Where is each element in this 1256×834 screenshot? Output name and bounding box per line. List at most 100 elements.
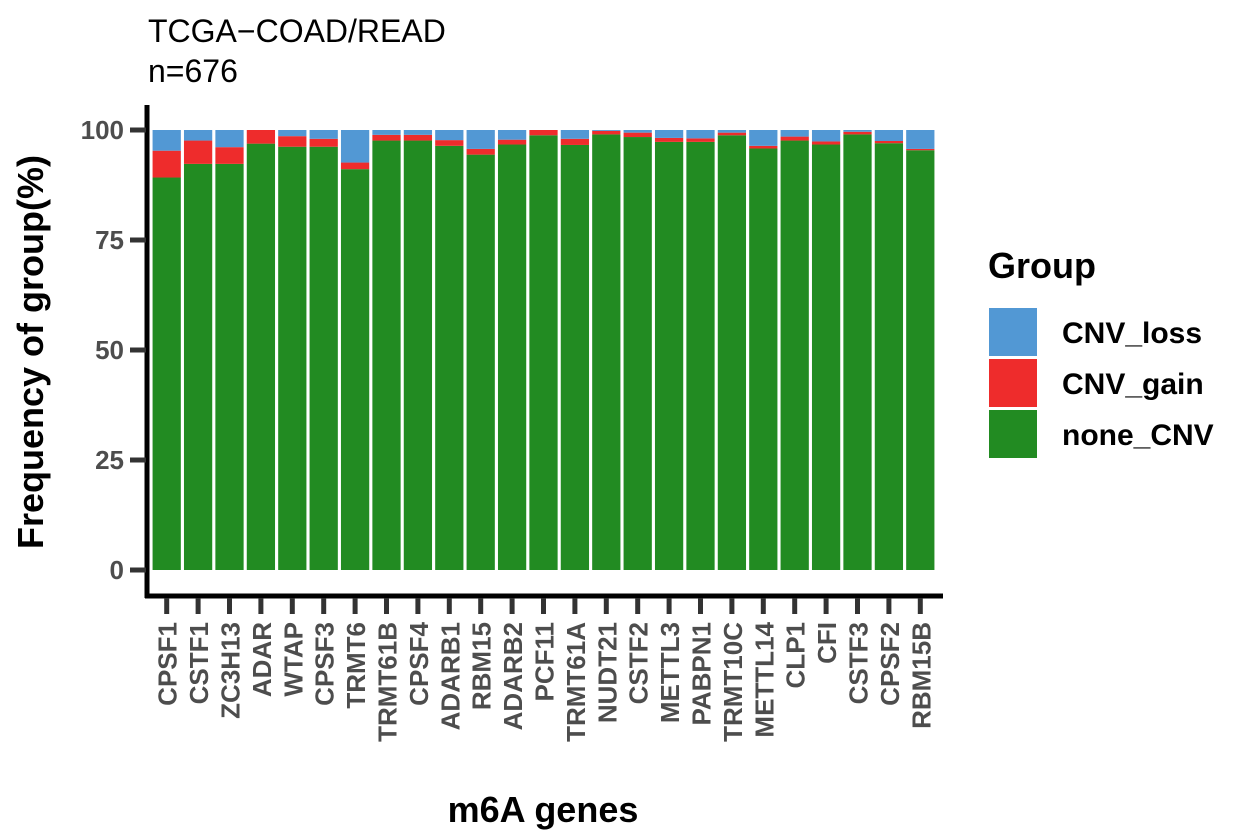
bar-METTL3-CNV_gain — [654, 137, 684, 142]
bar-CPSF2-none_CNV — [874, 143, 904, 570]
bar-CSTF1-none_CNV — [183, 163, 213, 570]
bar-RBM15B-CNV_gain — [906, 148, 935, 151]
x-tick-label: CPSF4 — [404, 621, 434, 705]
legend-swatch-CNV_gain — [989, 359, 1037, 407]
bar-ADARB1-none_CNV — [435, 145, 464, 570]
bar-TRMT61A-none_CNV — [560, 144, 590, 570]
bar-TRMT61B-CNV_gain — [372, 134, 401, 141]
chart-subtitle: n=676 — [148, 53, 238, 89]
bar-CFI-CNV_gain — [811, 141, 841, 145]
x-tick-label: ADAR — [247, 622, 277, 697]
bar-TRMT10C-CNV_loss — [717, 130, 747, 133]
bar-CSTF1-CNV_gain — [183, 140, 213, 164]
bars-group — [152, 130, 935, 571]
bar-TRMT6-CNV_loss — [340, 130, 370, 163]
legend: Group CNV_loss CNV_gain none_CNV — [988, 245, 1214, 458]
bar-TRMT61B-none_CNV — [372, 140, 401, 570]
bar-CPSF3-none_CNV — [309, 146, 338, 570]
x-tick-label: TRMT61A — [561, 622, 591, 742]
y-tick-label: 50 — [95, 335, 124, 365]
bar-CSTF3-none_CNV — [843, 134, 872, 570]
x-tick-label: CSTF1 — [184, 622, 214, 704]
bar-NUDT21-CNV_gain — [592, 130, 621, 135]
x-tick-label: RBM15B — [906, 622, 936, 729]
bar-CSTF3-CNV_loss — [843, 130, 872, 132]
bar-TRMT61B-CNV_loss — [372, 130, 401, 135]
x-tick-label: ADARB1 — [435, 622, 465, 730]
bar-RBM15B-CNV_loss — [906, 130, 935, 149]
bar-PCF11-CNV_gain — [529, 130, 558, 136]
bar-CPSF4-CNV_gain — [403, 134, 433, 141]
chart-title: TCGA−COAD/READ — [148, 13, 446, 49]
legend-swatch-none_CNV — [989, 410, 1037, 458]
bar-CLP1-none_CNV — [780, 140, 809, 570]
x-tick-label: TRMT10C — [718, 622, 748, 742]
x-axis-title: m6A genes — [448, 789, 639, 830]
bar-CLP1-CNV_gain — [780, 136, 809, 141]
bar-CPSF2-CNV_loss — [874, 130, 904, 141]
bar-ADARB2-CNV_loss — [497, 130, 527, 140]
bar-ADARB2-none_CNV — [497, 144, 527, 570]
legend-swatch-CNV_loss — [989, 308, 1037, 356]
bar-METTL3-CNV_loss — [654, 130, 684, 138]
bar-CSTF3-CNV_gain — [843, 131, 872, 135]
bar-TRMT6-none_CNV — [340, 169, 370, 570]
bar-METTL14-CNV_loss — [749, 130, 778, 146]
y-tick-label: 0 — [110, 555, 124, 585]
bar-WTAP-none_CNV — [278, 146, 307, 570]
bar-CLP1-CNV_loss — [780, 130, 809, 137]
bar-RBM15B-none_CNV — [906, 150, 935, 571]
x-tick-label: CSTF3 — [844, 622, 874, 704]
bar-METTL14-none_CNV — [749, 148, 778, 571]
bar-ADARB1-CNV_loss — [435, 130, 464, 141]
bar-ADARB2-CNV_gain — [497, 139, 527, 145]
bar-ZC3H13-CNV_gain — [215, 147, 244, 164]
x-tick-label: TRMT61B — [373, 622, 403, 742]
legend-label-CNV_gain: CNV_gain — [1062, 368, 1204, 401]
y-axis-title: Frequency of group(%) — [10, 155, 51, 549]
bar-ZC3H13-CNV_loss — [215, 130, 244, 148]
bar-PCF11-none_CNV — [529, 135, 558, 570]
bar-CSTF2-CNV_loss — [623, 130, 652, 133]
bar-CSTF1-CNV_loss — [183, 130, 213, 141]
bar-CPSF4-none_CNV — [403, 140, 433, 570]
x-tick-label: PCF11 — [530, 622, 560, 702]
bar-WTAP-CNV_gain — [278, 136, 307, 147]
bar-CFI-none_CNV — [811, 144, 841, 570]
bar-PABPN1-CNV_gain — [686, 138, 715, 142]
legend-label-CNV_loss: CNV_loss — [1062, 317, 1202, 350]
x-tick-label: CSTF2 — [624, 622, 654, 704]
bar-CFI-CNV_loss — [811, 130, 841, 142]
bar-METTL3-none_CNV — [654, 141, 684, 570]
x-tick-label: CFI — [812, 622, 842, 664]
bar-WTAP-CNV_loss — [278, 130, 307, 137]
x-tick-label: CPSF3 — [310, 622, 340, 706]
bar-ADARB1-CNV_gain — [435, 140, 464, 146]
bar-TRMT61A-CNV_gain — [560, 138, 590, 145]
x-tick-label: TRMT6 — [341, 622, 371, 709]
x-tick-label: NUDT21 — [592, 622, 622, 723]
bar-PABPN1-CNV_loss — [686, 130, 715, 139]
bar-NUDT21-none_CNV — [592, 134, 621, 570]
bar-CPSF3-CNV_gain — [309, 138, 338, 147]
x-tick-label: CLP1 — [781, 622, 811, 688]
x-tick-label: WTAP — [278, 622, 308, 697]
bar-TRMT10C-CNV_gain — [717, 132, 747, 136]
bar-ZC3H13-none_CNV — [215, 163, 244, 570]
bar-PABPN1-none_CNV — [686, 141, 715, 570]
legend-label-none_CNV: none_CNV — [1062, 419, 1214, 452]
bar-CPSF1-CNV_loss — [152, 130, 181, 151]
bar-CPSF4-CNV_loss — [403, 130, 433, 135]
bar-CPSF3-CNV_loss — [309, 130, 338, 139]
bar-TRMT61A-CNV_loss — [560, 130, 590, 139]
bar-ADAR-none_CNV — [246, 143, 276, 570]
x-tick-label: CPSF2 — [875, 622, 905, 706]
bar-ADAR-CNV_gain — [246, 130, 276, 144]
x-tick-label: CPSF1 — [153, 622, 183, 706]
y-tick-label: 100 — [81, 115, 124, 145]
bar-NUDT21-CNV_loss — [592, 130, 621, 131]
bar-RBM15-CNV_loss — [466, 130, 495, 149]
bar-CPSF2-CNV_gain — [874, 141, 904, 144]
